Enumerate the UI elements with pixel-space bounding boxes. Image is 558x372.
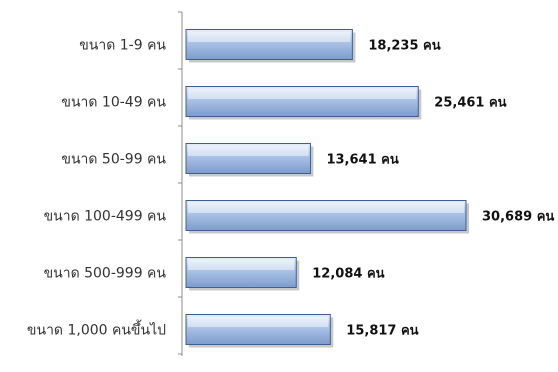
value-label: 18,235 คน <box>368 39 440 54</box>
category-label: ขนาด 500-999 คน <box>44 266 167 282</box>
value-label: 30,689 คน <box>482 210 554 225</box>
bar <box>185 200 467 231</box>
bar <box>185 86 419 117</box>
bar-highlight <box>188 259 295 270</box>
value-label: 12,084 คน <box>312 267 384 282</box>
bar-highlight <box>188 145 309 156</box>
bar-highlight <box>188 88 417 99</box>
axis-layer <box>178 11 183 356</box>
bar <box>185 257 297 288</box>
bar <box>185 29 353 60</box>
bar <box>185 314 331 345</box>
category-label: ขนาด 1,000 คนขึ้นไป <box>27 320 166 339</box>
value-label: 13,641 คน <box>326 153 398 168</box>
category-label: ขนาด 1-9 คน <box>79 38 166 54</box>
category-label: ขนาด 100-499 คน <box>44 209 167 225</box>
value-label: 25,461 คน <box>434 96 506 111</box>
category-label: ขนาด 50-99 คน <box>61 152 166 168</box>
category-label: ขนาด 10-49 คน <box>61 95 166 111</box>
bar-highlight <box>188 316 329 327</box>
bars-layer <box>185 29 469 348</box>
bar-highlight <box>188 31 351 42</box>
value-label: 15,817 คน <box>346 324 418 339</box>
bar-highlight <box>188 202 464 213</box>
bar <box>185 143 311 174</box>
